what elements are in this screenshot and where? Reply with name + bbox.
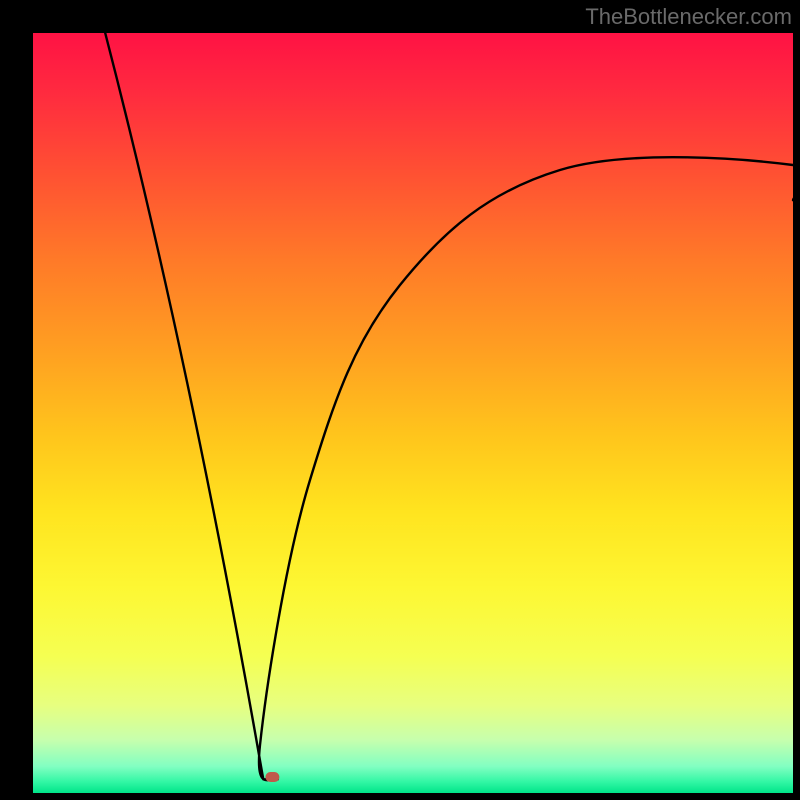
watermark-text: TheBottlenecker.com — [585, 4, 792, 30]
chart-overlay — [33, 33, 793, 793]
plot-area — [33, 33, 793, 793]
bottleneck-curve — [105, 33, 793, 780]
minimum-marker — [265, 772, 279, 782]
